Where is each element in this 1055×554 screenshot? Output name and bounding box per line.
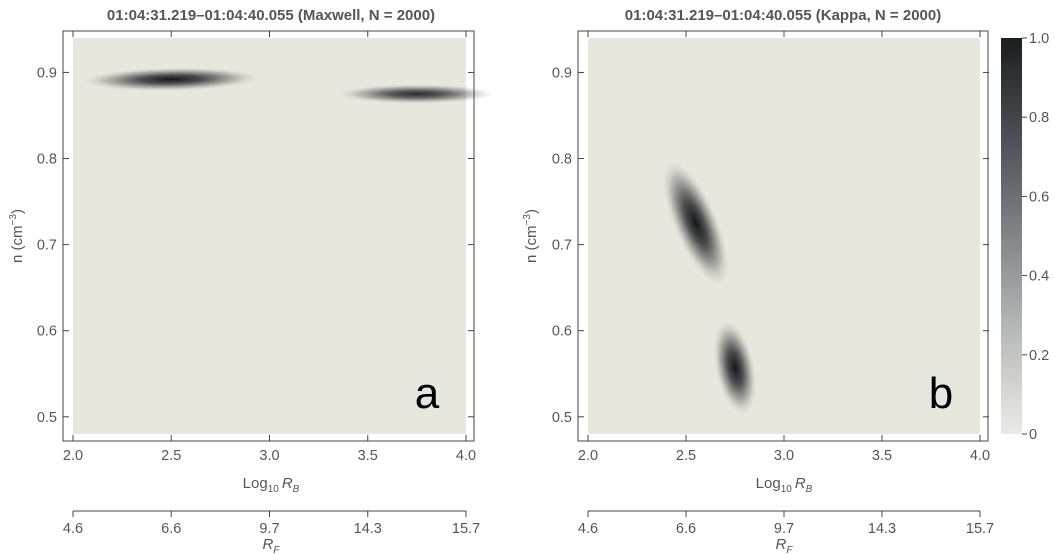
panel-a-frame: [62, 30, 475, 442]
secondary-tick-label: 14.3: [354, 521, 382, 537]
panel-b-ylabel: n (cm−3): [522, 209, 540, 263]
panel-b-letter: b: [929, 369, 953, 418]
panel-a-title: 01:04:31.219–01:04:40.055 (Maxwell, N = …: [107, 7, 435, 24]
secondary-tick-label: 4.6: [578, 521, 598, 537]
panel-b-title: 01:04:31.219–01:04:40.055 (Kappa, N = 20…: [625, 7, 941, 24]
secondary-tick-label: 9.7: [774, 521, 794, 537]
panel-a-letter: a: [415, 369, 440, 418]
x-tick-label: 2.0: [578, 448, 598, 464]
heatmap-blob: [84, 67, 258, 91]
y-tick-label: 0.5: [552, 410, 572, 426]
heatmap-blob: [663, 161, 729, 285]
panel-b-secondary-label: RF: [776, 536, 794, 554]
x-tick-label: 3.0: [259, 448, 279, 464]
colorbar-ticks: 0 0.2 0.4 0.6 0.8 1.0: [1022, 31, 1049, 443]
y-tick-label: 0.6: [552, 324, 572, 340]
panel-b-plot-area: [588, 38, 980, 434]
y-tick-label: 0.9: [552, 65, 572, 81]
secondary-tick-label: 6.6: [676, 521, 696, 537]
colorbar-tick-label: 1.0: [1029, 31, 1049, 47]
colorbar-gradient: [1001, 38, 1022, 434]
panel-a-xlabel: Log10 RB: [243, 475, 300, 495]
colorbar-tick-label: 0.4: [1029, 269, 1049, 285]
y-tick-label: 0.8: [552, 152, 572, 168]
colorbar-tick-label: 0: [1029, 427, 1037, 443]
panel-a-secondary-label: RF: [263, 536, 281, 554]
heatmap-blob: [339, 84, 495, 104]
x-tick-label: 4.0: [970, 448, 990, 464]
colorbar-tick-label: 0.8: [1029, 110, 1049, 126]
colorbar-tick-label: 0.6: [1029, 189, 1049, 205]
y-tick-label: 0.8: [37, 152, 57, 168]
panel-b-secondary-axis: 4.6 6.6 9.7 14.3 15.7: [578, 511, 994, 537]
secondary-tick-label: 6.6: [161, 521, 181, 537]
colorbar: 0 0.2 0.4 0.6 0.8 1.0: [1001, 31, 1049, 443]
x-tick-label: 3.0: [774, 448, 794, 464]
panel-a-secondary-axis: 4.6 6.6 9.7 14.3 15.7: [63, 511, 480, 537]
panel-a-heatmap: [84, 67, 495, 104]
x-tick-label: 2.0: [63, 448, 83, 464]
panel-b-axes: 2.0 2.5 3.0 3.5 4.0 0.5 0.6 0.7 0.8 0.9: [552, 31, 990, 464]
secondary-tick-label: 9.7: [259, 521, 279, 537]
x-tick-label: 2.5: [676, 448, 696, 464]
y-tick-label: 0.7: [37, 238, 57, 254]
x-tick-label: 4.0: [456, 448, 476, 464]
y-tick-label: 0.5: [37, 410, 57, 426]
panel-b-xlabel: Log10 RB: [756, 475, 813, 495]
panel-b: 01:04:31.219–01:04:40.055 (Kappa, N = 20…: [522, 7, 994, 554]
secondary-tick-label: 15.7: [966, 521, 994, 537]
x-tick-label: 3.5: [872, 448, 892, 464]
secondary-tick-label: 15.7: [452, 521, 480, 537]
panel-a-axes: 2.0 2.5 3.0 3.5 4.0 0.5 0.6 0.7 0.8 0.9: [37, 31, 476, 464]
secondary-tick-label: 4.6: [63, 521, 83, 537]
heatmap-blob: [713, 321, 757, 415]
y-tick-label: 0.6: [37, 324, 57, 340]
y-tick-label: 0.9: [37, 65, 57, 81]
panel-b-heatmap: [663, 161, 757, 415]
panel-b-frame: [577, 30, 989, 442]
x-tick-label: 2.5: [161, 448, 181, 464]
x-tick-label: 3.5: [358, 448, 378, 464]
panel-a-ylabel: n (cm−3): [8, 209, 26, 263]
colorbar-tick-label: 0.2: [1029, 348, 1049, 364]
panel-a: 01:04:31.219–01:04:40.055 (Maxwell, N = …: [8, 7, 495, 554]
panel-a-plot-area: [73, 38, 466, 434]
secondary-tick-label: 14.3: [868, 521, 896, 537]
y-tick-label: 0.7: [552, 238, 572, 254]
